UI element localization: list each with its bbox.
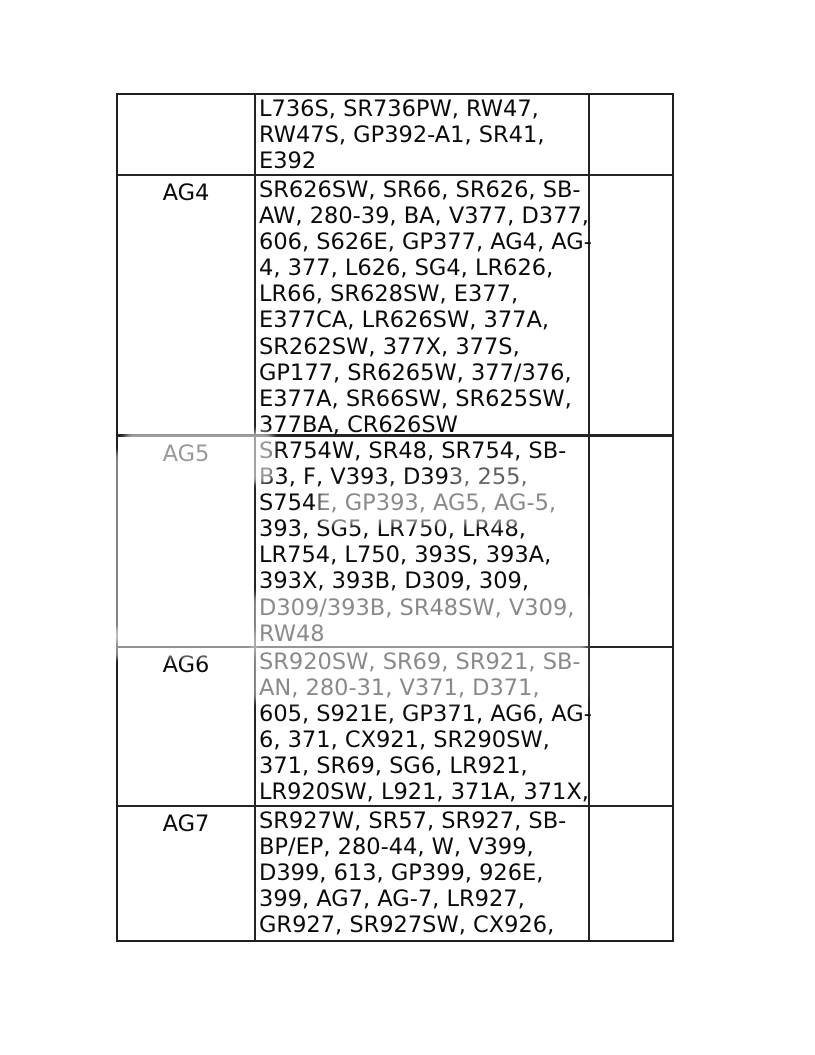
battery-size-label-cell: AG4	[118, 176, 256, 437]
model-line: RW48	[259, 620, 325, 647]
battery-size-label-cell: AG5	[118, 437, 256, 648]
equivalent-models-cell: SR920SW, SR69, SR921, SB- AN, 280-31, V37…	[256, 648, 592, 807]
model-line: SR626SW, SR66, SR626, SB-	[259, 177, 581, 203]
model-line: D399, 613, GP399, 926E,	[259, 860, 544, 887]
model-line: BP/EP, 280-44, W, V399,	[259, 834, 534, 861]
equivalent-models-cell: L736S, SR736PW, RW47, RW47S, GP392-A1, SR…	[256, 95, 590, 176]
model-line: 371, SR69, SG6, LR921,	[259, 753, 528, 780]
model-line: 393, SG5, LR750, LR48,	[259, 516, 526, 543]
model-line: 605, S921E, GP371, AG6, AG-	[259, 701, 592, 728]
equivalent-models-cell: SR626SW, SR66, SR626, SB- AW, 280-39, BA,…	[256, 176, 592, 438]
empty-cell	[590, 176, 672, 437]
model-line: SR927W, SR57, SR927, SB-	[259, 808, 567, 834]
model-line: GP177, SR6265W, 377/376,	[259, 359, 572, 386]
battery-size-label-cell	[118, 95, 256, 176]
model-line: 6, 371, CX921, SR290SW,	[259, 727, 550, 754]
empty-cell	[590, 95, 672, 176]
model-line: 399, AG7, AG-7, LR927,	[259, 886, 525, 913]
model-line: SR920SW, SR69, SR921, SB-	[259, 649, 581, 675]
equivalent-models-cell: SR927W, SR57, SR927, SB- BP/EP, 280-44, W…	[256, 807, 590, 940]
model-line: LR66, SR628SW, E377,	[259, 281, 519, 308]
model-line: E377CA, LR626SW, 377A,	[259, 307, 550, 334]
model-line: LR754, L750, 393S, 393A,	[259, 542, 552, 569]
model-line: 4, 377, L626, SG4, LR626,	[259, 255, 554, 282]
empty-cell	[590, 437, 672, 648]
model-line: AN, 280-31, V371, D371,	[259, 675, 540, 702]
empty-cell	[590, 807, 672, 940]
model-line: L736S, SR736PW, RW47,	[259, 96, 539, 122]
model-line: LR920SW, L921, 371A, 371X,	[259, 779, 589, 806]
model-line: D309/393B, SR48SW, V309,	[259, 594, 575, 621]
model-line: 377BA, CR626SW	[259, 411, 458, 438]
model-line: RW47S, GP392-A1, SR41,	[259, 122, 545, 149]
model-line: B3, F, V393, D393, 255,	[259, 464, 528, 491]
battery-cross-reference-table: L736S, SR736PW, RW47, RW47S, GP392-A1, SR…	[116, 93, 674, 942]
model-line: GR927, SR927SW, CX926,	[259, 912, 555, 939]
battery-size-label-cell: AG7	[118, 807, 256, 940]
model-line: SR754W, SR48, SR754, SB-	[259, 438, 567, 464]
model-line: E377A, SR66SW, SR625SW,	[259, 385, 572, 412]
model-line: E392	[259, 148, 317, 175]
equivalent-models-cell: SR754W, SR48, SR754, SB- B3, F, V393, D39…	[256, 437, 590, 648]
model-line: 606, S626E, GP377, AG4, AG-	[259, 229, 592, 256]
battery-size-label-cell: AG6	[118, 648, 256, 807]
empty-cell	[590, 648, 672, 807]
model-line: 393X, 393B, D309, 309,	[259, 568, 530, 595]
model-line: SR262SW, 377X, 377S,	[259, 333, 520, 360]
model-line: S754E, GP393, AG5, AG-5,	[259, 490, 557, 517]
model-line: AW, 280-39, BA, V377, D377,	[259, 203, 589, 230]
